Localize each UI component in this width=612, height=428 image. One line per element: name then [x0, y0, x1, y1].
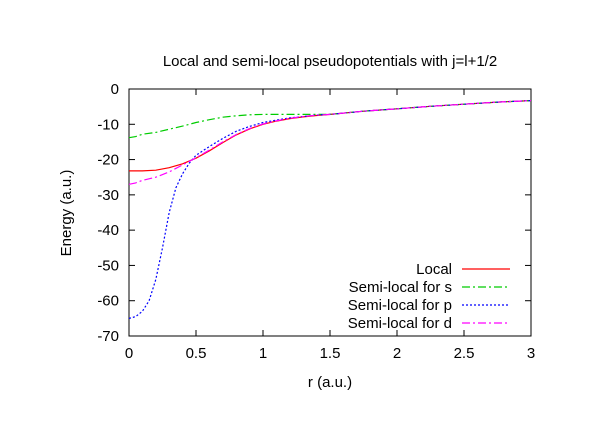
series-line-semi-local-for-s [128, 100, 532, 139]
x-tick-label: 0.5 [186, 345, 207, 362]
series-line-semi-local-for-p [128, 100, 532, 319]
y-tick-label: -50 [97, 257, 119, 274]
plot-frame [128, 88, 532, 337]
x-tick-label: 3 [527, 345, 535, 362]
axes: 0 0.5 1 1.5 2 2.5 3 0 -10 -20 -30 -40 -50 -60 -70 [97, 81, 535, 362]
x-tick-label: 1 [259, 345, 267, 362]
x-axis-label: r (a.u.) [308, 374, 352, 391]
y-tick-label: -60 [97, 293, 119, 310]
chart-title: Local and semi-local pseudopotentials wi… [163, 53, 497, 70]
legend-label-local: Local [416, 261, 452, 278]
y-tick-label: -10 [97, 116, 119, 133]
x-tick-label: 1.5 [320, 345, 341, 362]
legend-label-semi-local-for-d: Semi-local for d [348, 315, 452, 332]
series-group [128, 100, 532, 319]
y-axis-label: Energy (a.u.) [58, 170, 75, 257]
legend-label-semi-local-for-p: Semi-local for p [348, 297, 452, 314]
y-tick-label: -30 [97, 187, 119, 204]
y-tick-label: 0 [111, 81, 119, 98]
y-tick-label: -70 [97, 328, 119, 345]
x-tick-label: 2.5 [454, 345, 475, 362]
y-tick-label: -40 [97, 222, 119, 239]
series-line-semi-local-for-d [128, 100, 532, 185]
x-tick-label: 2 [393, 345, 401, 362]
legend-label-semi-local-for-s: Semi-local for s [349, 279, 452, 296]
series-line-local [129, 100, 532, 172]
y-tick-label: -20 [97, 152, 119, 169]
x-tick-label: 0 [125, 345, 133, 362]
